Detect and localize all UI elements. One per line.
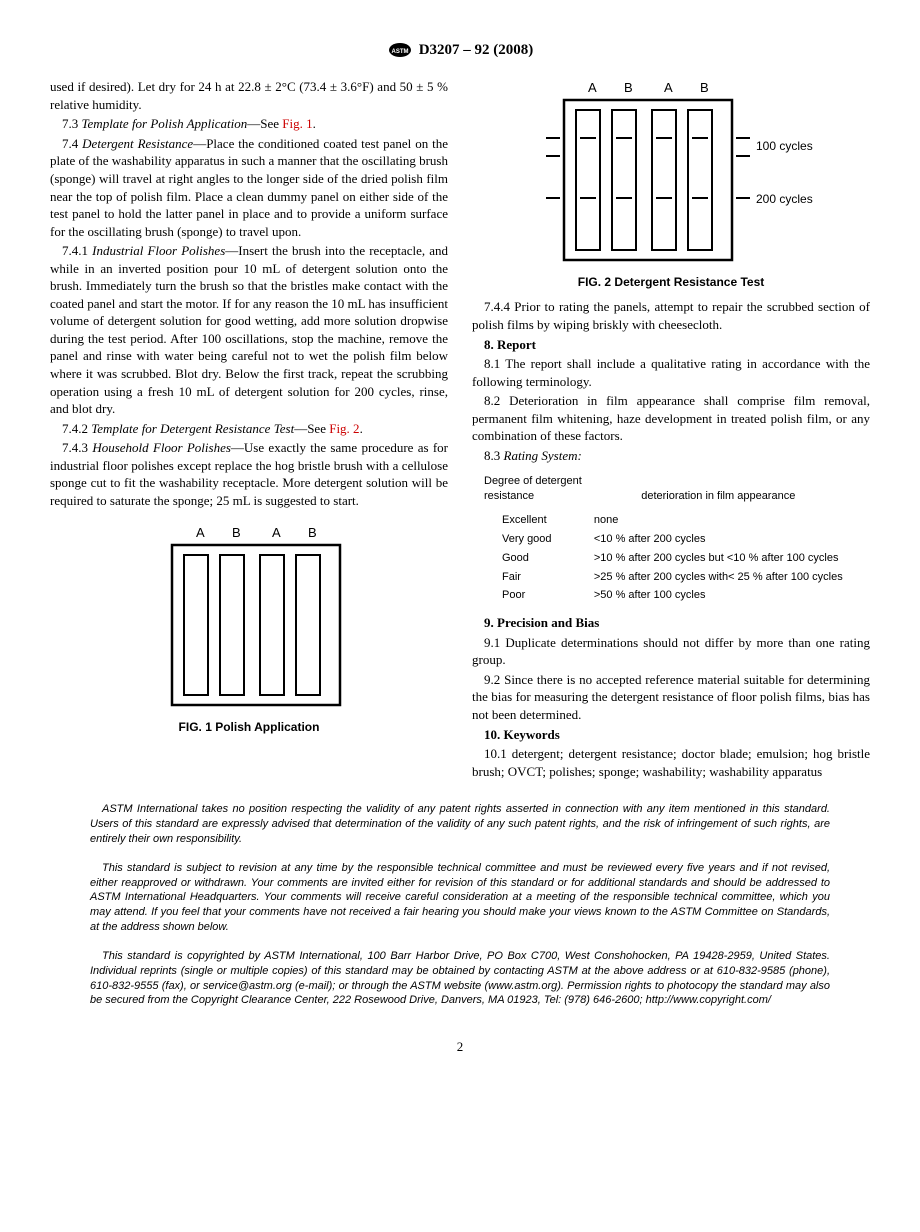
svg-text:200 cycles: 200 cycles: [756, 192, 813, 206]
svg-text:B: B: [700, 80, 709, 95]
page-header: ASTM D3207 – 92 (2008): [50, 40, 870, 60]
table-row: Excellentnone: [484, 512, 853, 529]
table-row: Good>10 % after 200 cycles but <10 % aft…: [484, 550, 853, 567]
para-continuation: used if desired). Let dry for 24 h at 22…: [50, 78, 448, 113]
fig2-caption: FIG. 2 Detergent Resistance Test: [472, 274, 870, 290]
footer-legal-notes: ASTM International takes no position res…: [50, 802, 870, 1008]
right-column: A B A B 100 cycles: [472, 78, 870, 782]
figure-1: A B A B FIG. 1 Polish Application: [50, 523, 448, 735]
fig2-svg: A B A B 100 cycles: [516, 78, 826, 268]
para-7-3: 7.3 Template for Polish Application—See …: [50, 115, 448, 133]
svg-text:A: A: [196, 525, 205, 540]
fig1-ref: Fig. 1: [282, 116, 312, 131]
section-8-title: 8. Report: [472, 336, 870, 354]
fig1-svg: A B A B: [154, 523, 344, 713]
fig1-caption: FIG. 1 Polish Application: [50, 719, 448, 735]
designation-text: D3207 – 92 (2008): [419, 40, 534, 60]
para-9-2: 9.2 Since there is no accepted reference…: [472, 671, 870, 724]
para-8-2: 8.2 Deterioration in film appearance sha…: [472, 392, 870, 445]
para-9-1: 9.1 Duplicate determinations should not …: [472, 634, 870, 669]
svg-text:100 cycles: 100 cycles: [756, 139, 813, 153]
left-column: used if desired). Let dry for 24 h at 22…: [50, 78, 448, 782]
para-8-1: 8.1 The report shall include a qualitati…: [472, 355, 870, 390]
para-7-4-4: 7.4.4 Prior to rating the panels, attemp…: [472, 298, 870, 333]
section-10-title: 10. Keywords: [472, 726, 870, 744]
two-column-layout: used if desired). Let dry for 24 h at 22…: [50, 78, 870, 782]
figure-2: A B A B 100 cycles: [472, 78, 870, 290]
footer-note-1: ASTM International takes no position res…: [90, 802, 830, 847]
svg-text:B: B: [232, 525, 241, 540]
footer-note-3: This standard is copyrighted by ASTM Int…: [90, 949, 830, 1008]
svg-text:A: A: [664, 80, 673, 95]
svg-text:ASTM: ASTM: [391, 49, 408, 55]
table-row: Very good<10 % after 200 cycles: [484, 531, 853, 548]
table-header-2: deterioration in film appearance: [594, 472, 853, 510]
rating-system-table: Degree of detergent resistance deteriora…: [482, 470, 855, 606]
svg-text:B: B: [308, 525, 317, 540]
fig2-ref: Fig. 2: [329, 421, 359, 436]
svg-text:A: A: [588, 80, 597, 95]
para-7-4-2: 7.4.2 Template for Detergent Resistance …: [50, 420, 448, 438]
table-header-1: Degree of detergent resistance: [484, 472, 592, 510]
section-9-title: 9. Precision and Bias: [472, 614, 870, 632]
astm-logo-icon: ASTM: [387, 41, 413, 59]
para-10-1: 10.1 detergent; detergent resistance; do…: [472, 745, 870, 780]
para-8-3: 8.3 Rating System:: [472, 447, 870, 465]
footer-note-2: This standard is subject to revision at …: [90, 861, 830, 935]
para-7-4-3: 7.4.3 Household Floor Polishes—Use exact…: [50, 439, 448, 509]
rating-table-body: Excellentnone Very good<10 % after 200 c…: [484, 512, 853, 604]
table-row: Fair>25 % after 200 cycles with< 25 % af…: [484, 569, 853, 586]
para-7-4-1: 7.4.1 Industrial Floor Polishes—Insert t…: [50, 242, 448, 417]
page-number: 2: [50, 1038, 870, 1056]
para-7-4: 7.4 Detergent Resistance—Place the condi…: [50, 135, 448, 240]
svg-text:B: B: [624, 80, 633, 95]
table-row: Poor>50 % after 100 cycles: [484, 587, 853, 604]
svg-text:A: A: [272, 525, 281, 540]
